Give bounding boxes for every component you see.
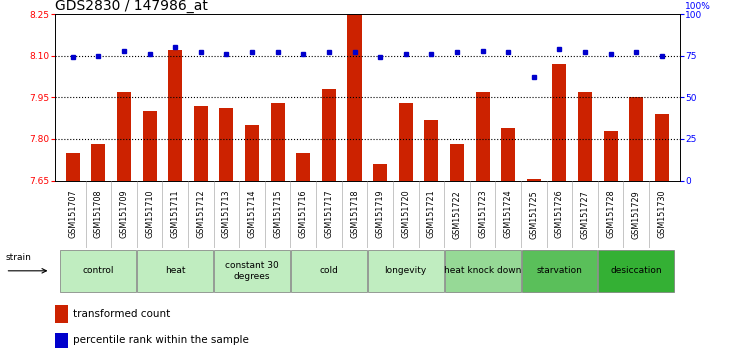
Text: GSM151730: GSM151730: [657, 190, 667, 239]
Text: GSM151710: GSM151710: [145, 190, 154, 239]
Text: GSM151713: GSM151713: [222, 190, 231, 239]
Bar: [296, 153, 311, 181]
Bar: [527, 179, 541, 181]
Text: GSM151729: GSM151729: [632, 190, 641, 239]
Text: GSM151720: GSM151720: [401, 190, 410, 239]
FancyBboxPatch shape: [214, 250, 290, 292]
FancyBboxPatch shape: [137, 250, 213, 292]
Text: GSM151715: GSM151715: [273, 190, 282, 239]
Text: control: control: [83, 266, 114, 275]
FancyBboxPatch shape: [291, 250, 367, 292]
Bar: [450, 144, 464, 181]
Bar: [604, 131, 618, 181]
Text: GSM151719: GSM151719: [376, 190, 385, 239]
Text: starvation: starvation: [537, 266, 583, 275]
Text: GSM151712: GSM151712: [197, 190, 205, 239]
Bar: [476, 92, 490, 181]
Text: desiccation: desiccation: [610, 266, 662, 275]
Bar: [168, 50, 182, 181]
Text: longevity: longevity: [385, 266, 427, 275]
Text: GSM151708: GSM151708: [94, 190, 103, 239]
Text: GSM151716: GSM151716: [299, 190, 308, 239]
Text: GSM151709: GSM151709: [119, 190, 129, 239]
Bar: [66, 153, 80, 181]
Text: GDS2830 / 147986_at: GDS2830 / 147986_at: [55, 0, 208, 13]
Bar: [322, 89, 336, 181]
Text: GSM151718: GSM151718: [350, 190, 359, 239]
Text: cold: cold: [319, 266, 338, 275]
Bar: [629, 97, 643, 181]
Bar: [55, 333, 68, 348]
FancyBboxPatch shape: [368, 250, 444, 292]
Text: GSM151725: GSM151725: [529, 190, 538, 239]
Text: GSM151722: GSM151722: [452, 190, 461, 239]
Bar: [219, 108, 233, 181]
Text: GSM151711: GSM151711: [171, 190, 180, 239]
FancyBboxPatch shape: [61, 250, 136, 292]
Text: GSM151721: GSM151721: [427, 190, 436, 239]
Bar: [655, 114, 669, 181]
Text: GSM151714: GSM151714: [248, 190, 257, 239]
Bar: [270, 103, 284, 181]
FancyBboxPatch shape: [521, 250, 597, 292]
Text: constant 30
degrees: constant 30 degrees: [225, 261, 279, 280]
Text: GSM151726: GSM151726: [555, 190, 564, 239]
Bar: [553, 64, 567, 181]
Text: GSM151727: GSM151727: [580, 190, 590, 239]
Text: GSM151723: GSM151723: [478, 190, 487, 239]
Bar: [117, 92, 131, 181]
Bar: [55, 305, 68, 323]
Text: percentile rank within the sample: percentile rank within the sample: [73, 336, 249, 346]
Bar: [91, 144, 105, 181]
Bar: [424, 120, 439, 181]
Bar: [245, 125, 259, 181]
Bar: [398, 103, 413, 181]
Text: transformed count: transformed count: [73, 309, 170, 319]
FancyBboxPatch shape: [444, 250, 520, 292]
Text: GSM151707: GSM151707: [68, 190, 77, 239]
Bar: [501, 128, 515, 181]
Text: heat knock down: heat knock down: [444, 266, 521, 275]
Text: GSM151724: GSM151724: [504, 190, 512, 239]
Text: heat: heat: [165, 266, 186, 275]
FancyBboxPatch shape: [599, 250, 674, 292]
Text: 100%: 100%: [686, 2, 711, 11]
Bar: [347, 14, 362, 181]
Bar: [194, 105, 208, 181]
Text: strain: strain: [6, 253, 31, 262]
Bar: [143, 111, 156, 181]
Text: GSM151728: GSM151728: [606, 190, 616, 239]
Bar: [373, 164, 387, 181]
Bar: [578, 92, 592, 181]
Text: GSM151717: GSM151717: [325, 190, 333, 239]
